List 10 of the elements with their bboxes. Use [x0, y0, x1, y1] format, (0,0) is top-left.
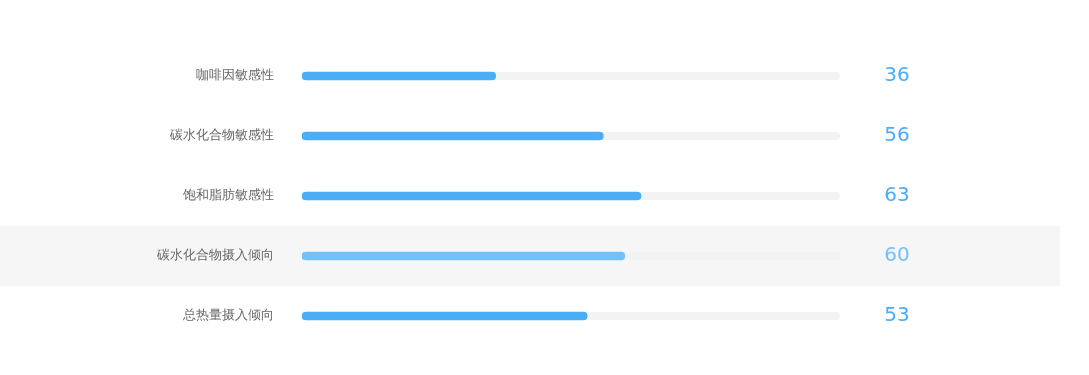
data-label: 56 — [884, 122, 910, 147]
data-label: 53 — [884, 302, 910, 327]
y-tick-label: 碳水化合物摄入倾向 — [156, 247, 274, 263]
data-label: 36 — [884, 62, 910, 87]
y-tick-label: 咖啡因敏感性 — [196, 67, 274, 83]
data-label: 63 — [884, 182, 910, 207]
y-tick-label: 碳水化合物敏感性 — [169, 127, 274, 143]
y-tick-label: 饱和脂肪敏感性 — [182, 187, 274, 203]
y-tick-label: 总热量摄入倾向 — [182, 307, 274, 323]
data-label: 60 — [884, 242, 910, 267]
